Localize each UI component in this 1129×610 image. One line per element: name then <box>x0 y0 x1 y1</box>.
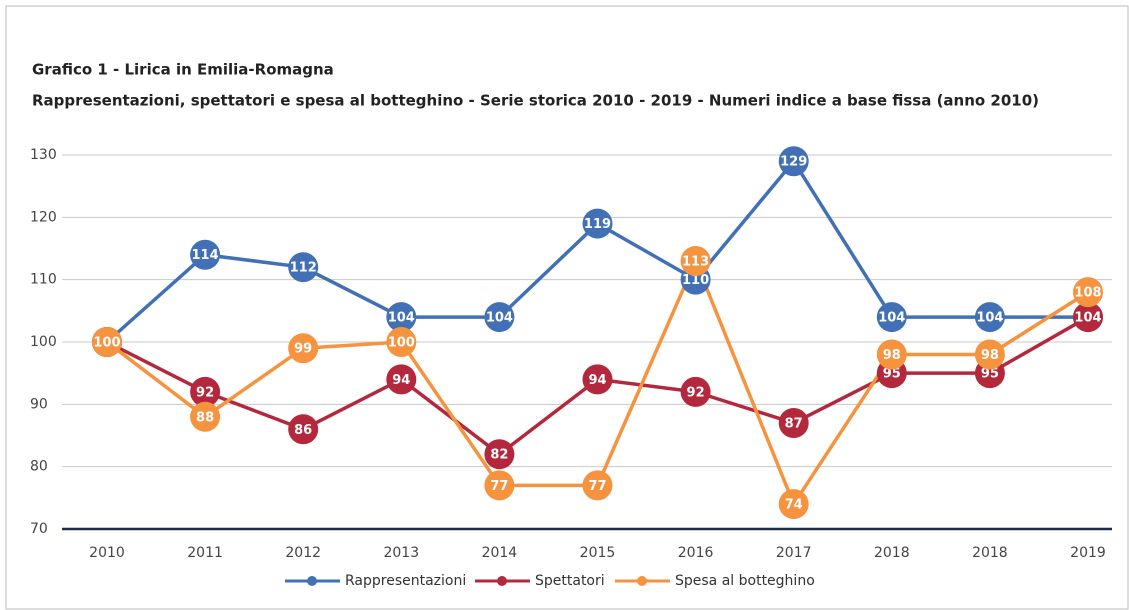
data-point <box>484 439 515 470</box>
data-label: 94 <box>588 373 606 388</box>
y-tick-label: 130 <box>30 147 57 163</box>
data-label: 104 <box>486 311 513 326</box>
data-point <box>92 327 122 357</box>
data-point <box>876 302 907 333</box>
data-label: 104 <box>976 311 1003 326</box>
x-tick-label: 2010 <box>89 545 125 561</box>
data-label: 98 <box>883 348 901 363</box>
x-tick-label: 2018 <box>972 545 1008 561</box>
data-label: 108 <box>1074 286 1101 301</box>
data-point <box>1073 302 1103 333</box>
data-label: 110 <box>682 273 709 288</box>
data-point <box>974 302 1005 333</box>
data-point <box>386 302 417 333</box>
data-point <box>680 245 711 276</box>
data-label: 113 <box>682 254 709 269</box>
data-label: 112 <box>290 261 317 276</box>
data-label: 100 <box>93 336 120 351</box>
x-tick-label: 2014 <box>482 545 518 561</box>
data-label: 88 <box>196 410 214 425</box>
data-point <box>680 376 711 407</box>
chart-title: Grafico 1 - Lirica in Emilia-Romagna <box>32 61 334 79</box>
data-label: 95 <box>883 367 901 382</box>
data-point <box>876 339 907 370</box>
data-point <box>288 414 319 445</box>
legend-dot <box>637 576 647 586</box>
data-label: 92 <box>196 385 214 400</box>
y-tick-label: 80 <box>30 459 48 475</box>
data-label: 98 <box>981 348 999 363</box>
x-tick-label: 2019 <box>1070 545 1106 561</box>
x-tick-label: 2015 <box>580 545 616 561</box>
legend-dot <box>497 576 507 586</box>
data-label: 74 <box>785 498 803 513</box>
data-point <box>484 470 515 501</box>
data-label: 82 <box>490 448 508 463</box>
x-tick-label: 2017 <box>776 545 812 561</box>
data-label: 100 <box>388 336 415 351</box>
data-label: 95 <box>981 367 999 382</box>
data-label: 104 <box>1074 311 1101 326</box>
data-label: 99 <box>294 342 312 357</box>
data-point <box>190 239 221 270</box>
y-tick-label: 70 <box>30 521 48 537</box>
x-tick-label: 2012 <box>285 545 321 561</box>
series-line <box>105 159 1088 344</box>
data-point <box>778 146 809 177</box>
data-point <box>190 376 221 407</box>
x-tick-label: 2016 <box>678 545 714 561</box>
legend-label: Spettatori <box>535 573 605 589</box>
data-label: 119 <box>584 217 611 232</box>
legend-label: Rappresentazioni <box>345 573 466 589</box>
legend-label: Spesa al botteghino <box>675 573 815 589</box>
data-point <box>190 401 221 432</box>
data-point <box>582 364 613 395</box>
data-point <box>288 333 319 364</box>
y-tick-label: 120 <box>30 209 57 225</box>
data-label: 114 <box>192 248 219 263</box>
chart-subtitle: Rappresentazioni, spettatori e spesa al … <box>32 92 1039 110</box>
data-point <box>974 339 1005 370</box>
y-tick-label: 90 <box>30 396 48 412</box>
data-point <box>386 364 417 395</box>
data-point <box>288 252 319 283</box>
data-label: 104 <box>388 311 415 326</box>
data-point <box>778 408 809 439</box>
data-label: 129 <box>780 155 807 170</box>
y-tick-label: 110 <box>30 272 57 288</box>
data-point <box>582 470 613 501</box>
data-point <box>778 489 809 520</box>
data-label: 94 <box>392 373 410 388</box>
data-label: 86 <box>294 423 312 438</box>
data-label: 92 <box>687 385 705 400</box>
legend-dot <box>307 576 317 586</box>
data-point <box>484 302 515 333</box>
data-point <box>582 208 613 239</box>
data-label: 104 <box>878 311 905 326</box>
data-label: 87 <box>785 417 803 432</box>
x-tick-label: 2018 <box>874 545 910 561</box>
data-label: 77 <box>490 479 508 494</box>
data-point <box>1073 277 1103 308</box>
y-tick-label: 100 <box>30 334 57 350</box>
x-tick-label: 2013 <box>383 545 419 561</box>
x-tick-label: 2011 <box>187 545 223 561</box>
data-label: 77 <box>588 479 606 494</box>
data-point <box>386 327 417 357</box>
frame <box>5 5 1129 610</box>
